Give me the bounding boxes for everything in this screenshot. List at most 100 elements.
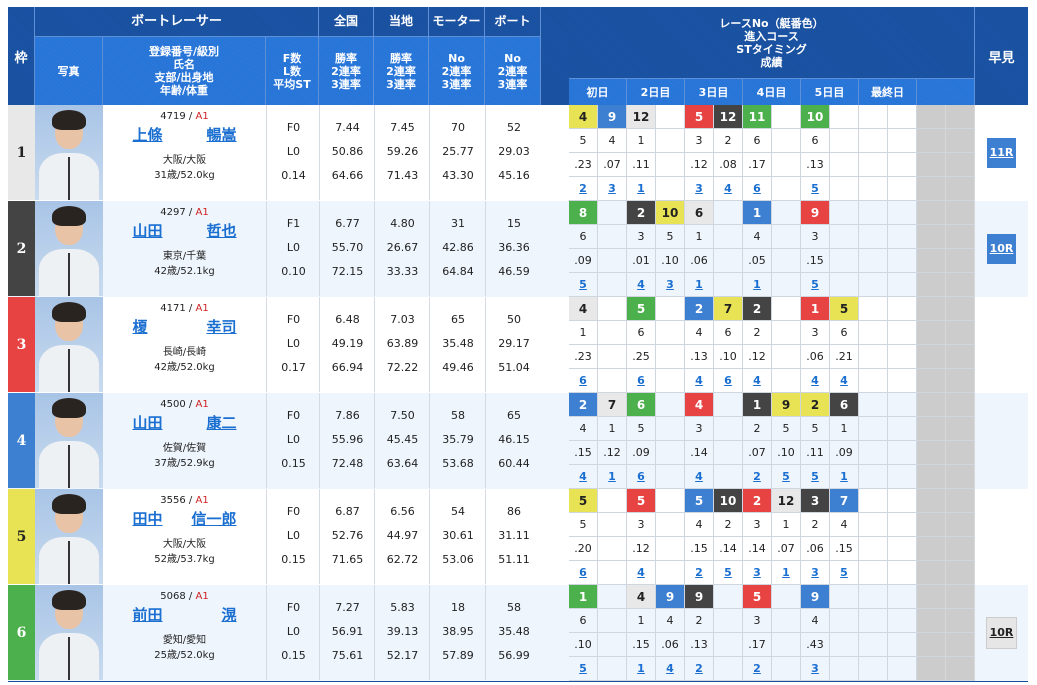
- result-rank-link[interactable]: 4: [743, 369, 772, 393]
- header-boat-sub: No 2連率 3連率: [485, 37, 541, 105]
- result-rank-link[interactable]: 2: [743, 657, 772, 681]
- empty-cell: [859, 225, 888, 249]
- national-stats: 6.48 49.19 66.94: [319, 297, 375, 392]
- result-rank-link[interactable]: 5: [801, 177, 830, 201]
- result-rank-link[interactable]: 6: [627, 369, 656, 393]
- empty-cell: [656, 369, 685, 393]
- header-day-3: 4日目: [743, 79, 801, 105]
- result-rank-link[interactable]: 5: [772, 465, 801, 489]
- result-rank-link[interactable]: 4: [830, 369, 859, 393]
- race-number: 9: [685, 585, 714, 609]
- empty-cell: [830, 129, 859, 153]
- empty-cell: [598, 273, 627, 297]
- entry-course: 3: [743, 513, 772, 537]
- racer-info: 4719 / A1 上條 暢嵩 大阪/大阪 31歳/52.0kg: [103, 105, 266, 200]
- result-rank-link[interactable]: 1: [772, 561, 801, 585]
- result-rank-link[interactable]: 3: [685, 177, 714, 201]
- result-rank-link[interactable]: 2: [743, 465, 772, 489]
- avg-st: 0.17: [281, 361, 306, 374]
- racer-name-link[interactable]: 田中 信一郎: [133, 508, 237, 529]
- result-rank-link[interactable]: 1: [598, 465, 627, 489]
- result-rank-link[interactable]: 4: [801, 369, 830, 393]
- result-rank-link[interactable]: 6: [714, 369, 743, 393]
- empty-cell: [714, 249, 743, 273]
- header-national-sub: 勝率 2連率 3連率: [319, 37, 374, 105]
- racer-name-link[interactable]: 山田 康二: [133, 412, 237, 433]
- result-rank-link[interactable]: 1: [685, 273, 714, 297]
- national-value: 6.48: [335, 313, 360, 326]
- racer-photo: [35, 393, 103, 488]
- result-rank-link[interactable]: 1: [627, 177, 656, 201]
- result-rank-link[interactable]: 4: [685, 465, 714, 489]
- racer-name-link[interactable]: 山田 哲也: [133, 220, 237, 241]
- st-timing: .13: [685, 345, 714, 369]
- hayami-race-button[interactable]: 11R: [987, 137, 1016, 168]
- result-rank-link[interactable]: 3: [598, 177, 627, 201]
- waku-number: 3: [8, 297, 35, 392]
- result-rank-link[interactable]: 3: [656, 273, 685, 297]
- header-race-line: 進入コース: [744, 29, 799, 43]
- empty-cell: [830, 177, 859, 201]
- result-rank-link[interactable]: 4: [627, 273, 656, 297]
- entry-course: 1: [830, 417, 859, 441]
- result-rank-link[interactable]: 1: [627, 657, 656, 681]
- empty-cell: [830, 585, 859, 609]
- result-rank-link[interactable]: 3: [801, 657, 830, 681]
- reg-number: 5068: [160, 591, 186, 602]
- empty-cell: [598, 657, 627, 681]
- result-rank-link[interactable]: 1: [743, 273, 772, 297]
- result-rank-link[interactable]: 5: [801, 273, 830, 297]
- result-rank-link[interactable]: 4: [569, 465, 598, 489]
- empty-cell: [917, 393, 946, 417]
- boat-value: 52: [507, 121, 521, 134]
- result-rank-link[interactable]: 5: [801, 465, 830, 489]
- hayami-race-button[interactable]: 10R: [986, 616, 1017, 649]
- result-rank-link[interactable]: 6: [627, 465, 656, 489]
- result-rank-link[interactable]: 2: [685, 561, 714, 585]
- st-timing: .23: [569, 153, 598, 177]
- result-rank-link[interactable]: 3: [743, 561, 772, 585]
- race-number: 1: [801, 297, 830, 321]
- empty-cell: [830, 249, 859, 273]
- empty-cell: [714, 273, 743, 297]
- result-rank-link[interactable]: 6: [743, 177, 772, 201]
- empty-cell: [917, 657, 946, 681]
- hayami-race-button[interactable]: 10R: [987, 233, 1016, 264]
- st-timing: .07: [743, 441, 772, 465]
- result-rank-link[interactable]: 5: [714, 561, 743, 585]
- race-number: 4: [627, 585, 656, 609]
- result-rank-link[interactable]: 3: [801, 561, 830, 585]
- racer-name-link[interactable]: 榎 幸司: [133, 316, 237, 337]
- result-rank-link[interactable]: 4: [656, 657, 685, 681]
- result-rank-link[interactable]: 5: [569, 657, 598, 681]
- result-rank-link[interactable]: 4: [685, 369, 714, 393]
- local-value: 5.83: [390, 601, 415, 614]
- empty-cell: [772, 345, 801, 369]
- header-day-0: 初日: [569, 79, 627, 105]
- result-rank-link[interactable]: 6: [569, 369, 598, 393]
- result-rank-link[interactable]: 2: [685, 657, 714, 681]
- motor-value: 35.79: [442, 433, 474, 446]
- boat-value: 51.04: [498, 361, 530, 374]
- racer-name-link[interactable]: 上條 暢嵩: [133, 124, 237, 145]
- avg-st: 0.15: [281, 553, 306, 566]
- result-rank-link[interactable]: 6: [569, 561, 598, 585]
- result-rank-link[interactable]: 4: [714, 177, 743, 201]
- racer-name-link[interactable]: 前田 滉: [133, 604, 237, 625]
- result-rank-link[interactable]: 2: [569, 177, 598, 201]
- national-value: 49.19: [331, 337, 364, 350]
- result-rank-link[interactable]: 5: [830, 561, 859, 585]
- entry-course: 2: [743, 417, 772, 441]
- name-given: 哲也: [206, 222, 237, 240]
- header-national-line: 2連率: [331, 64, 361, 78]
- result-rank-link[interactable]: 1: [830, 465, 859, 489]
- hayami-cell: [975, 489, 1028, 584]
- empty-cell: [772, 105, 801, 129]
- empty-cell: [859, 369, 888, 393]
- racer-class: A1: [195, 207, 209, 218]
- result-rank-link[interactable]: 5: [569, 273, 598, 297]
- name-family: 前田: [132, 606, 163, 624]
- result-rank-link[interactable]: 4: [627, 561, 656, 585]
